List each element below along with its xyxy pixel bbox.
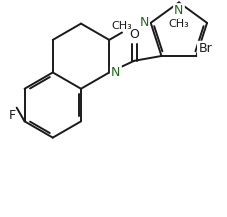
Text: CH₃: CH₃ bbox=[112, 21, 132, 31]
Text: CH₃: CH₃ bbox=[168, 19, 189, 29]
Text: O: O bbox=[129, 28, 139, 41]
Text: N: N bbox=[174, 4, 184, 17]
Text: Br: Br bbox=[198, 42, 212, 55]
Text: F: F bbox=[9, 109, 16, 122]
Text: N: N bbox=[111, 66, 121, 79]
Text: N: N bbox=[139, 16, 149, 29]
